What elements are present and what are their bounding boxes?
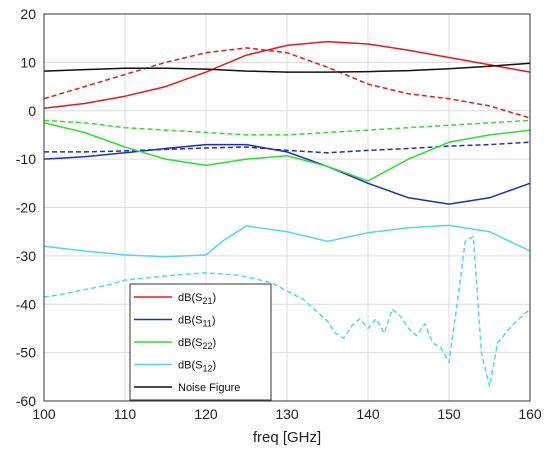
x-axis-title: freq [GHz] xyxy=(253,429,321,446)
y-tick-label: 20 xyxy=(20,6,36,22)
legend-label: dB(S22) xyxy=(178,337,216,351)
x-tick-label: 160 xyxy=(518,406,542,422)
plot-frame xyxy=(43,13,531,402)
series-line-2 xyxy=(43,143,531,205)
series-line-1 xyxy=(43,47,531,119)
x-tick-label: 120 xyxy=(194,406,218,422)
legend-label: Noise Figure xyxy=(178,382,240,394)
series-group xyxy=(43,40,531,388)
legend: dB(S21) dB(S11) dB(S22) dB(S12) Noise Figure xyxy=(129,283,272,401)
x-tick-label: 110 xyxy=(114,406,137,422)
series-line-3 xyxy=(44,141,531,154)
series-line-4 xyxy=(43,122,531,182)
series-line-8 xyxy=(43,62,531,73)
legend-label: dB(S21) xyxy=(178,292,216,306)
series-line-6 xyxy=(43,224,531,258)
series-line-7 xyxy=(43,235,531,388)
x-tick-label: 130 xyxy=(275,406,299,422)
series-line-5 xyxy=(43,119,531,136)
legend-label: dB(S12) xyxy=(178,360,216,374)
x-tick-label: 100 xyxy=(32,406,56,422)
y-tick-label: -30 xyxy=(16,248,36,264)
x-tick-labels: 100 110 120 130 140 150 160 xyxy=(32,406,542,422)
x-tick-label: 140 xyxy=(356,406,380,422)
y-tick-label: -20 xyxy=(16,200,36,216)
y-tick-label: -50 xyxy=(16,345,36,361)
y-tick-label: 0 xyxy=(28,103,36,119)
y-tick-label: 10 xyxy=(20,54,36,70)
y-tick-labels: -60 -50 -40 -30 -20 -10 0 10 20 xyxy=(16,6,36,409)
y-tick-label: -60 xyxy=(16,393,36,409)
y-tick-label: -10 xyxy=(16,151,36,167)
y-tick-label: -40 xyxy=(16,296,36,312)
x-tick-label: 150 xyxy=(437,406,461,422)
series-line-0 xyxy=(43,40,531,110)
legend-label: dB(S11) xyxy=(178,315,215,329)
